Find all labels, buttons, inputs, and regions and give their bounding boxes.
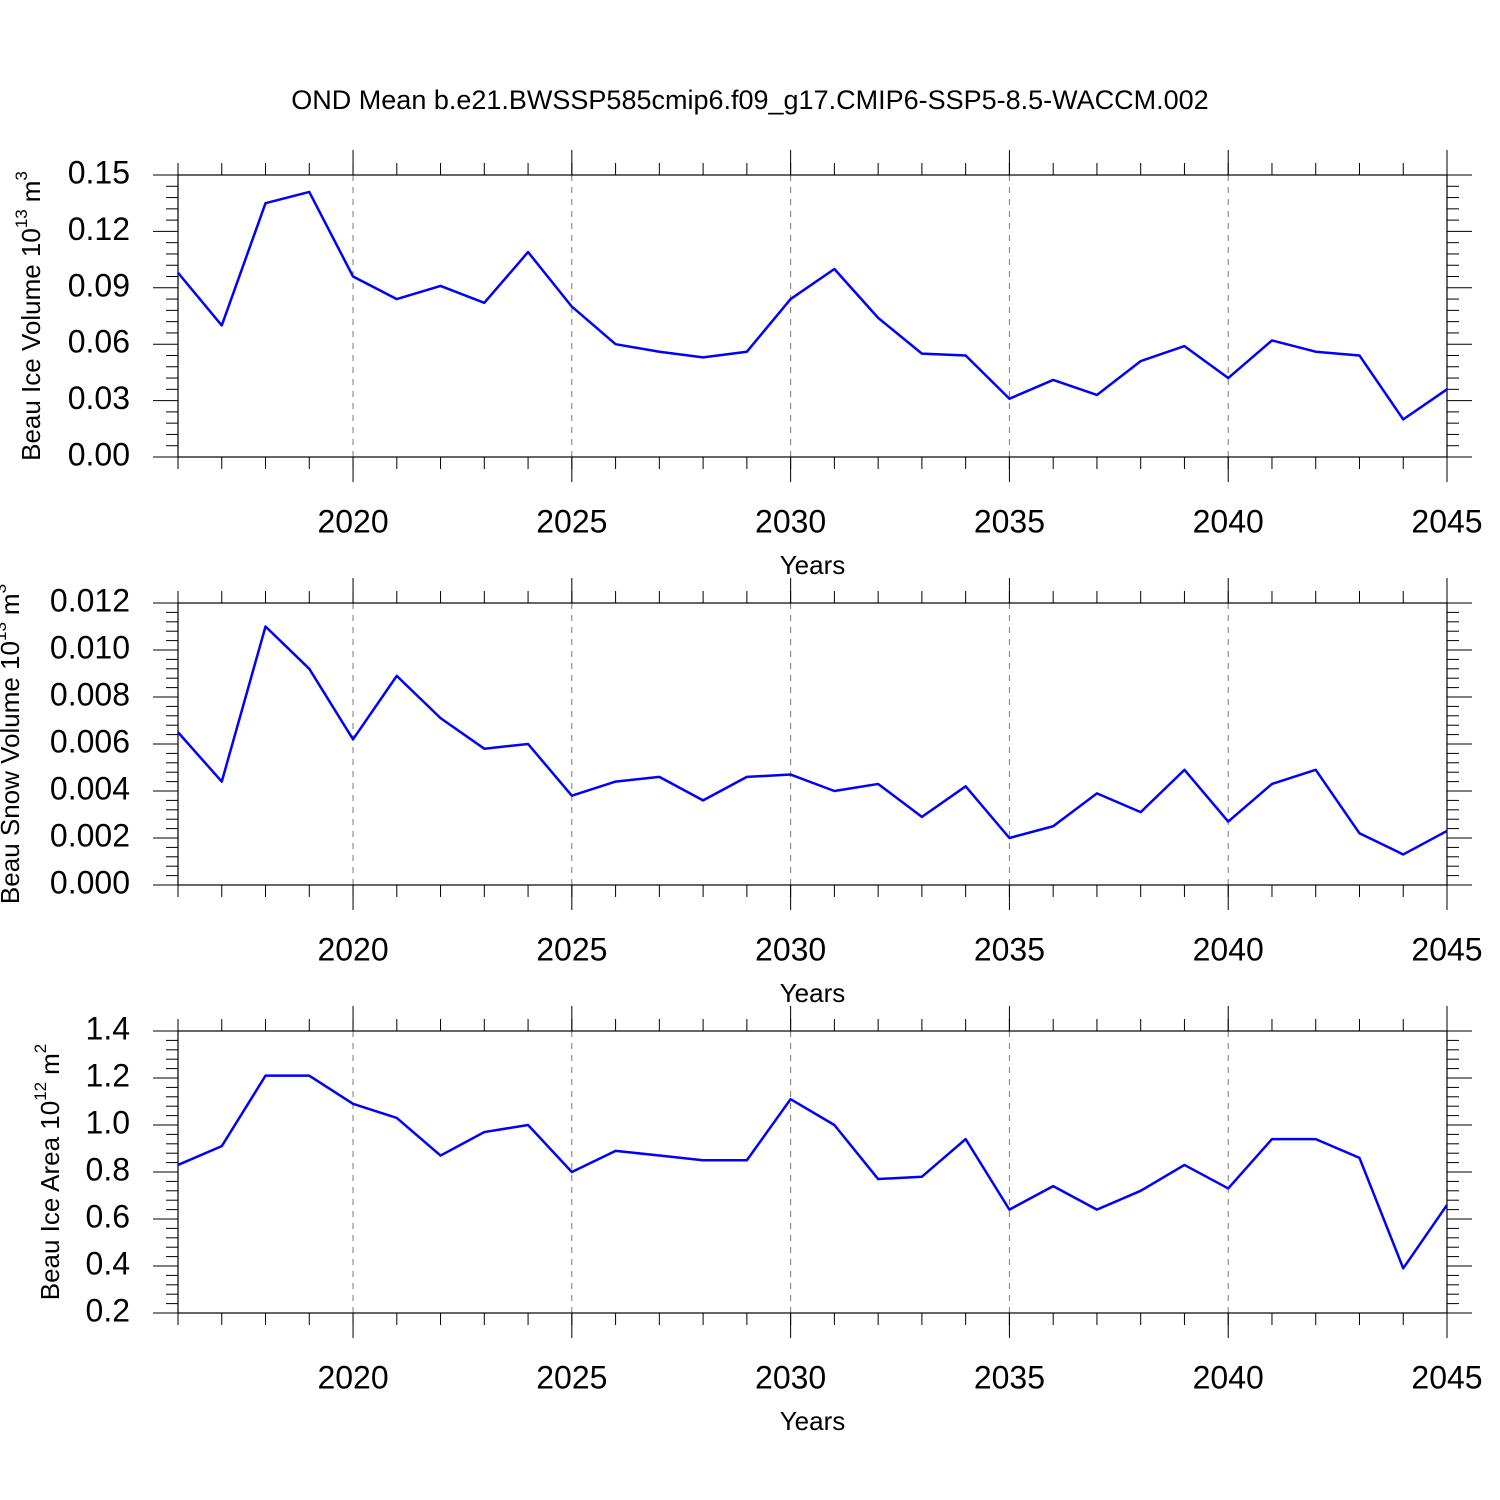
x-tick-label: 2020 <box>317 503 388 539</box>
chart-title: OND Mean b.e21.BWSSP585cmip6.f09_g17.CMI… <box>291 85 1208 115</box>
x-tick-label: 2035 <box>974 503 1045 539</box>
y-tick-label: 0.4 <box>86 1245 130 1281</box>
data-line <box>177 190 1448 421</box>
y-tick-label: 1.4 <box>86 1010 130 1046</box>
x-tick-label: 2020 <box>317 931 388 967</box>
y-tick-label: 0.00 <box>68 436 130 472</box>
x-tick-label: 2045 <box>1411 931 1482 967</box>
plot-frame <box>177 174 1448 458</box>
y-tick-label: 0.15 <box>68 154 130 190</box>
x-tick-label: 2025 <box>536 503 607 539</box>
y-tick-label: 0.008 <box>50 676 130 712</box>
plot-frame <box>177 602 1448 886</box>
data-line <box>177 1074 1449 1270</box>
x-tick-label: 2035 <box>974 931 1045 967</box>
y-axis-title-text: Beau Snow Volume 10 <box>0 641 25 904</box>
y-axis-title: Beau Ice Area 1012 m2 <box>31 1044 64 1301</box>
plot-frame <box>177 1030 1448 1314</box>
x-axis-title: Years <box>780 550 846 580</box>
y-axis-title-unit-exp: 3 <box>12 171 31 180</box>
x-tick-label: 2045 <box>1411 1359 1482 1395</box>
x-tick-label: 2025 <box>536 1359 607 1395</box>
y-axis-title-text: Beau Ice Area 10 <box>35 1101 65 1300</box>
y-tick-label: 0.06 <box>68 324 130 360</box>
y-tick-label: 0.2 <box>86 1292 130 1328</box>
x-tick-label: 2040 <box>1193 1359 1264 1395</box>
x-tick-label: 2025 <box>536 931 607 967</box>
y-tick-label: 1.0 <box>86 1104 130 1140</box>
y-axis-title: Beau Ice Volume 1013 m3 <box>12 171 45 461</box>
y-tick-label: 0.03 <box>68 380 130 416</box>
x-axis-title: Years <box>780 978 846 1008</box>
y-axis-title-unit: m <box>35 1053 65 1075</box>
x-tick-label: 2035 <box>974 1359 1045 1395</box>
y-tick-label: 0.004 <box>50 770 130 806</box>
data-line <box>177 625 1448 856</box>
x-tick-label: 2040 <box>1193 931 1264 967</box>
y-tick-label: 0.12 <box>68 211 130 247</box>
x-tick-label: 2030 <box>755 503 826 539</box>
x-tick-label: 2030 <box>755 1359 826 1395</box>
x-tick-label: 2030 <box>755 931 826 967</box>
x-tick-label: 2020 <box>317 1359 388 1395</box>
y-axis-title-unit: m <box>0 593 25 615</box>
x-tick-label: 2045 <box>1411 503 1482 539</box>
y-tick-label: 1.2 <box>86 1057 130 1093</box>
y-axis-title-exp: 12 <box>31 1082 50 1101</box>
x-tick-label: 2040 <box>1193 503 1264 539</box>
y-tick-label: 0.000 <box>50 864 130 900</box>
y-axis-title-unit-exp: 3 <box>0 584 10 593</box>
y-axis-title-exp: 13 <box>0 622 10 641</box>
y-tick-label: 0.006 <box>50 723 130 759</box>
y-tick-label: 0.012 <box>50 582 130 618</box>
y-axis-title-unit-exp: 2 <box>31 1044 50 1053</box>
y-tick-label: 0.002 <box>50 817 130 853</box>
y-axis-title-text: Beau Ice Volume 10 <box>16 228 46 461</box>
y-axis-title: Beau Snow Volume 1013 m3 <box>0 584 25 904</box>
y-tick-label: 0.8 <box>86 1151 130 1187</box>
y-tick-label: 0.010 <box>50 629 130 665</box>
y-axis-title-exp: 13 <box>12 209 31 228</box>
y-axis-title-unit: m <box>16 181 46 203</box>
x-axis-title: Years <box>780 1406 846 1436</box>
y-tick-label: 0.09 <box>68 267 130 303</box>
y-tick-label: 0.6 <box>86 1198 130 1234</box>
